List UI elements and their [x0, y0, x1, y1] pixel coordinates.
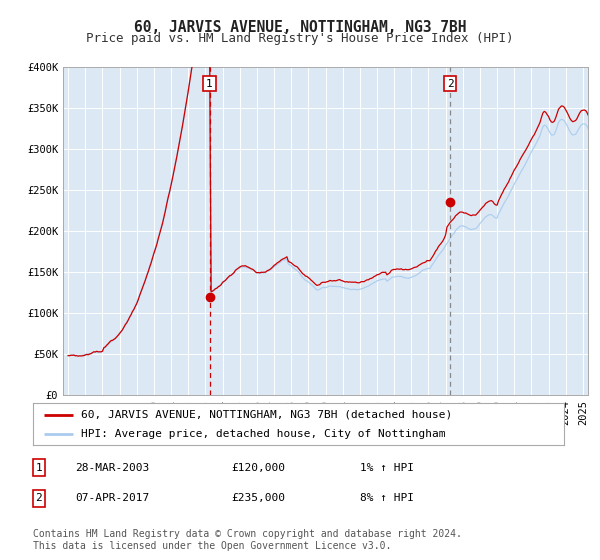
Text: 07-APR-2017: 07-APR-2017	[75, 493, 149, 503]
Text: 28-MAR-2003: 28-MAR-2003	[75, 463, 149, 473]
Text: HPI: Average price, detached house, City of Nottingham: HPI: Average price, detached house, City…	[81, 429, 445, 439]
Text: Contains HM Land Registry data © Crown copyright and database right 2024.
This d: Contains HM Land Registry data © Crown c…	[33, 529, 462, 551]
Text: 1: 1	[35, 463, 43, 473]
Text: 60, JARVIS AVENUE, NOTTINGHAM, NG3 7BH: 60, JARVIS AVENUE, NOTTINGHAM, NG3 7BH	[134, 20, 466, 35]
Text: 60, JARVIS AVENUE, NOTTINGHAM, NG3 7BH (detached house): 60, JARVIS AVENUE, NOTTINGHAM, NG3 7BH (…	[81, 409, 452, 419]
Text: £120,000: £120,000	[231, 463, 285, 473]
Text: 1% ↑ HPI: 1% ↑ HPI	[360, 463, 414, 473]
Text: 1: 1	[206, 78, 213, 88]
Text: £235,000: £235,000	[231, 493, 285, 503]
Text: 2: 2	[35, 493, 43, 503]
Text: 2: 2	[447, 78, 454, 88]
Text: 8% ↑ HPI: 8% ↑ HPI	[360, 493, 414, 503]
Text: Price paid vs. HM Land Registry's House Price Index (HPI): Price paid vs. HM Land Registry's House …	[86, 32, 514, 45]
